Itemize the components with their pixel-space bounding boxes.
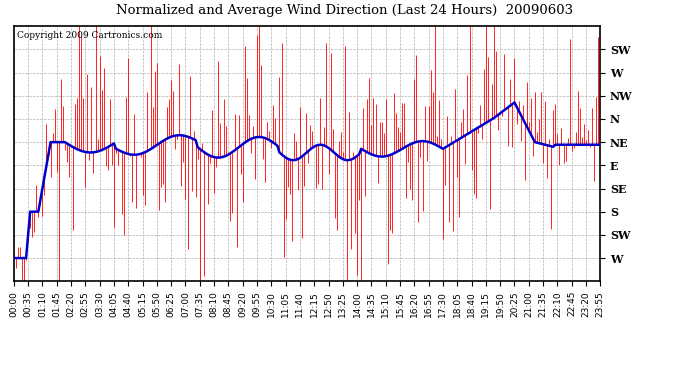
Text: Normalized and Average Wind Direction (Last 24 Hours)  20090603: Normalized and Average Wind Direction (L… xyxy=(117,4,573,17)
Text: Copyright 2009 Cartronics.com: Copyright 2009 Cartronics.com xyxy=(17,32,162,40)
